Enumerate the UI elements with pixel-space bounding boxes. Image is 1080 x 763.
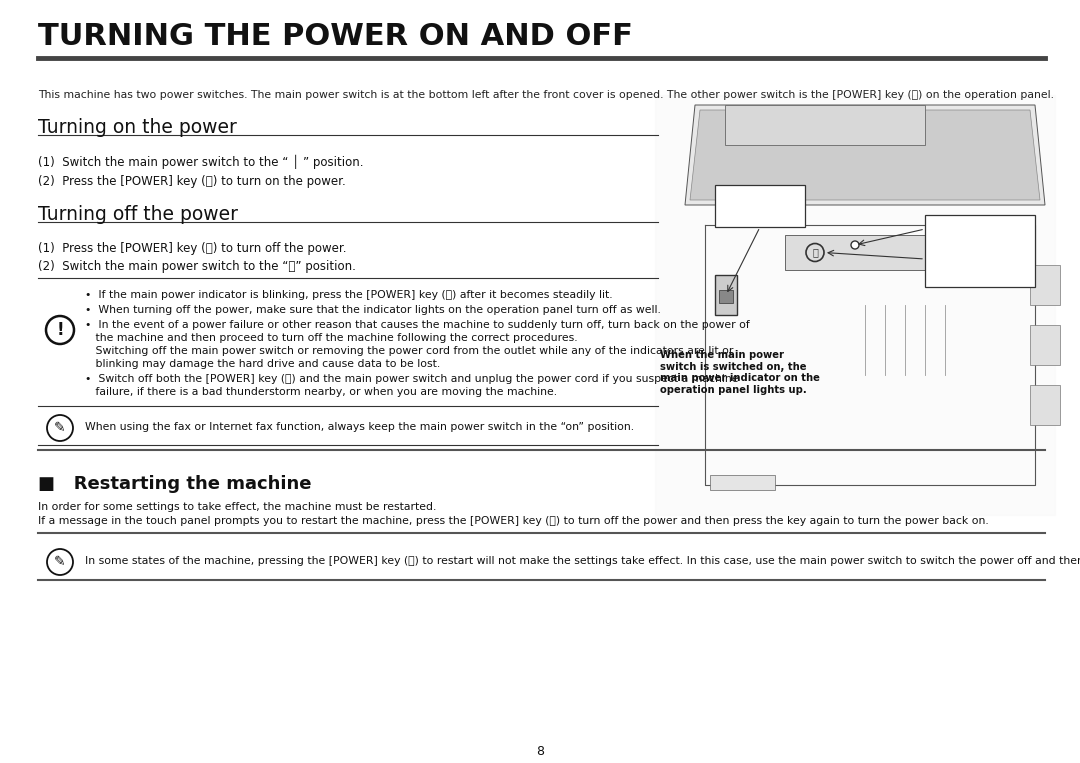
- Text: ⓘ— [POWER] key: ⓘ— [POWER] key: [933, 245, 1016, 255]
- Text: Turning on the power: Turning on the power: [38, 118, 237, 137]
- Text: (1)  Press the [POWER] key (ⓘ) to turn off the power.: (1) Press the [POWER] key (ⓘ) to turn of…: [38, 242, 347, 255]
- Text: Turning off the power: Turning off the power: [38, 205, 238, 224]
- Text: MAIN
POWER: MAIN POWER: [717, 280, 735, 291]
- Polygon shape: [690, 110, 1040, 200]
- Text: (1)  Switch the main power switch to the “ │ ” position.: (1) Switch the main power switch to the …: [38, 155, 364, 169]
- Text: ■   Restarting the machine: ■ Restarting the machine: [38, 475, 311, 493]
- Text: the machine and then proceed to turn off the machine following the correct proce: the machine and then proceed to turn off…: [85, 333, 578, 343]
- Text: Main power
switch: Main power switch: [731, 187, 788, 208]
- Text: ⏻: ⏻: [812, 247, 818, 257]
- Text: ✎: ✎: [54, 421, 66, 435]
- Polygon shape: [1030, 385, 1059, 425]
- Polygon shape: [1030, 265, 1059, 305]
- Polygon shape: [715, 185, 805, 227]
- Text: •  Switch off both the [POWER] key (ⓘ) and the main power switch and unplug the : • Switch off both the [POWER] key (ⓘ) an…: [85, 374, 739, 384]
- Text: If a message in the touch panel prompts you to restart the machine, press the [P: If a message in the touch panel prompts …: [38, 516, 989, 526]
- Text: In some states of the machine, pressing the [POWER] key (ⓘ) to restart will not : In some states of the machine, pressing …: [85, 556, 1080, 566]
- Text: !: !: [56, 321, 64, 339]
- Text: ✎: ✎: [54, 555, 66, 569]
- Polygon shape: [1030, 325, 1059, 365]
- Polygon shape: [924, 215, 1035, 287]
- Text: (2)  Switch the main power switch to the “⏻” position.: (2) Switch the main power switch to the …: [38, 260, 356, 273]
- Text: When using the fax or Internet fax function, always keep the main power switch i: When using the fax or Internet fax funct…: [85, 422, 634, 432]
- Text: failure, if there is a bad thunderstorm nearby, or when you are moving the machi: failure, if there is a bad thunderstorm …: [85, 387, 557, 397]
- Text: In order for some settings to take effect, the machine must be restarted.: In order for some settings to take effec…: [38, 502, 436, 512]
- Text: •  If the main power indicator is blinking, press the [POWER] key (ⓘ) after it b: • If the main power indicator is blinkin…: [85, 290, 612, 300]
- Polygon shape: [710, 475, 775, 490]
- Text: 8: 8: [536, 745, 544, 758]
- Polygon shape: [685, 105, 1045, 205]
- Text: This machine has two power switches. The main power switch is at the bottom left: This machine has two power switches. The…: [38, 90, 1054, 100]
- Text: (2)  Press the [POWER] key (ⓘ) to turn on the power.: (2) Press the [POWER] key (ⓘ) to turn on…: [38, 175, 346, 188]
- Polygon shape: [654, 95, 1055, 515]
- Circle shape: [851, 241, 859, 249]
- Text: blinking may damage the hard drive and cause data to be lost.: blinking may damage the hard drive and c…: [85, 359, 441, 369]
- Polygon shape: [719, 290, 733, 303]
- Text: When the main power
switch is switched on, the
main power indicator on the
opera: When the main power switch is switched o…: [660, 350, 820, 394]
- Polygon shape: [725, 105, 924, 145]
- Polygon shape: [715, 275, 737, 315]
- Text: Switching off the main power switch or removing the power cord from the outlet w: Switching off the main power switch or r…: [85, 346, 733, 356]
- Polygon shape: [785, 235, 924, 270]
- Text: •  In the event of a power failure or other reason that causes the machine to su: • In the event of a power failure or oth…: [85, 320, 750, 330]
- Text: •  When turning off the power, make sure that the indicator lights on the operat: • When turning off the power, make sure …: [85, 305, 661, 315]
- Text: o— Main power
indicator: o— Main power indicator: [933, 223, 1009, 245]
- Text: TURNING THE POWER ON AND OFF: TURNING THE POWER ON AND OFF: [38, 22, 633, 51]
